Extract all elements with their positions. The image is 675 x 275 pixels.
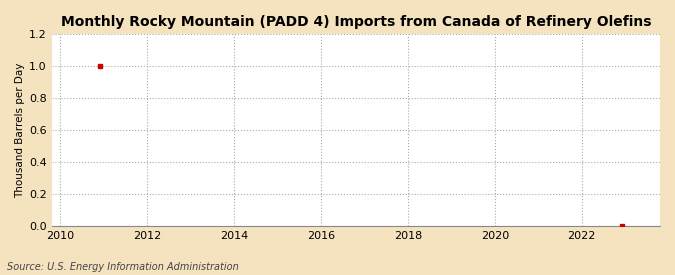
- Title: Monthly Rocky Mountain (PADD 4) Imports from Canada of Refinery Olefins: Monthly Rocky Mountain (PADD 4) Imports …: [61, 15, 651, 29]
- Text: Source: U.S. Energy Information Administration: Source: U.S. Energy Information Administ…: [7, 262, 238, 272]
- Y-axis label: Thousand Barrels per Day: Thousand Barrels per Day: [15, 62, 25, 198]
